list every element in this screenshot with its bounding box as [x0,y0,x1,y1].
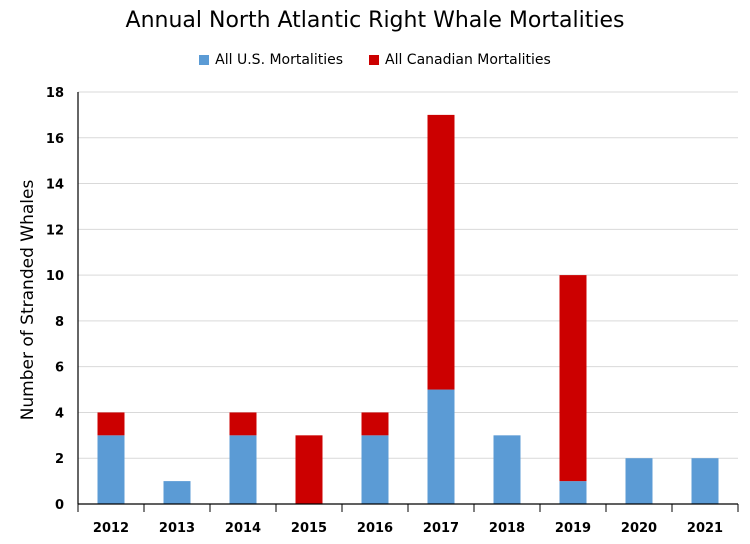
bar-canada-2019 [559,275,587,482]
x-tick-label-2015: 2015 [291,521,327,536]
y-tick-label-4: 4 [55,406,64,421]
bar-canada-2017 [427,114,455,390]
legend-label-us: All U.S. Mortalities [215,52,343,68]
x-tick-label-2019: 2019 [555,521,591,536]
x-tick-label-2018: 2018 [489,521,525,536]
bar-us-2017 [427,389,455,504]
bar-canada-2015 [295,435,323,504]
chart-title: Annual North Atlantic Right Whale Mortal… [125,8,625,33]
y-tick-label-14: 14 [46,178,64,193]
x-tick-label-2016: 2016 [357,521,393,536]
bar-us-2013 [163,481,191,504]
legend-label-canada: All Canadian Mortalities [385,52,551,68]
x-tick-label-2020: 2020 [621,521,657,536]
legend-item-canada: All Canadian Mortalities [369,52,551,68]
bar-us-2014 [229,435,257,504]
legend: All U.S. Mortalities All Canadian Mortal… [0,52,750,68]
bar-us-2016 [361,435,389,504]
legend-swatch-us [199,55,210,65]
x-tick-label-2021: 2021 [687,521,723,536]
bar-canada-2016 [361,412,389,436]
x-tick-label-2017: 2017 [423,521,459,536]
bar-us-2021 [691,458,719,504]
y-tick-label-0: 0 [55,498,64,513]
x-tick-label-2012: 2012 [93,521,129,536]
legend-item-us: All U.S. Mortalities [199,52,343,68]
bar-us-2018 [493,435,521,504]
y-tick-label-8: 8 [55,315,64,330]
bar-us-2019 [559,481,587,504]
bar-canada-2012 [97,412,125,436]
y-tick-label-12: 12 [46,223,64,238]
y-tick-label-16: 16 [46,132,64,147]
bar-us-2012 [97,435,125,504]
bar-us-2020 [625,458,653,504]
y-tick-label-10: 10 [46,269,64,284]
y-tick-label-18: 18 [46,86,64,101]
legend-swatch-canada [369,55,379,65]
x-tick-label-2014: 2014 [225,521,261,536]
y-tick-label-2: 2 [55,452,64,467]
y-tick-label-6: 6 [55,361,64,376]
x-tick-label-2013: 2013 [159,521,195,536]
bar-canada-2014 [229,412,257,436]
